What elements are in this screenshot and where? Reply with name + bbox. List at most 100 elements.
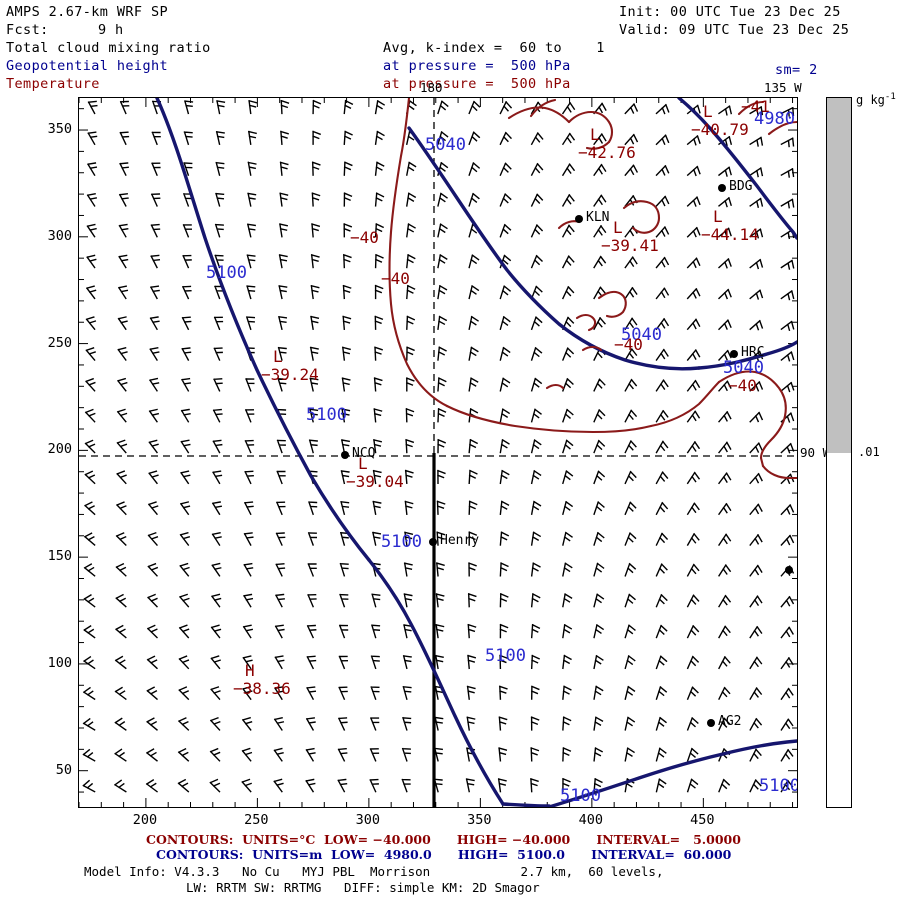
wind-barb: [562, 777, 571, 793]
station-marker-NCQ[interactable]: [341, 451, 349, 459]
wind-barb: [274, 624, 285, 639]
colorbar-units-text: g kg: [856, 93, 885, 107]
wind-barb: [433, 747, 443, 762]
wind-barb: [655, 532, 669, 546]
header-init: Init: 00 UTC Tue 23 Dec 25: [619, 4, 841, 20]
wind-barb: [118, 254, 129, 269]
wind-barb: [655, 747, 667, 762]
wind-barb: [499, 408, 511, 423]
wind-barb: [499, 162, 512, 177]
station-marker-Henry[interactable]: [429, 538, 437, 546]
wind-barb: [245, 316, 256, 331]
station-marker-BDG[interactable]: [718, 184, 726, 192]
wind-barb: [212, 470, 223, 485]
wind-barb: [499, 193, 512, 207]
wind-barb: [178, 624, 190, 639]
station-marker-KLN[interactable]: [575, 215, 583, 223]
wind-barb: [718, 778, 731, 793]
wind-barb: [215, 161, 225, 176]
wind-barb: [402, 655, 412, 670]
wind-barb: [530, 500, 542, 516]
wind-barb: [118, 223, 129, 238]
wind-barb: [780, 748, 794, 762]
wind-barb: [530, 162, 544, 177]
wind-barb: [562, 654, 572, 670]
wind-barb: [593, 654, 604, 670]
wind-barb: [530, 346, 543, 361]
header-valid: Valid: 09 UTC Tue 23 Dec 25: [619, 22, 850, 38]
wind-barb: [749, 167, 764, 178]
wind-barb: [146, 748, 158, 762]
wind-barb: [718, 686, 731, 701]
wind-barb: [593, 255, 607, 269]
wind-barb: [179, 501, 191, 516]
wind-barb: [499, 377, 511, 392]
wind-barb: [148, 408, 160, 423]
wind-barb: [85, 377, 96, 392]
wind-barb: [244, 439, 255, 454]
wind-barb: [178, 655, 190, 670]
wind-barb: [468, 531, 478, 546]
wind-barb: [115, 593, 127, 608]
wind-barb: [274, 686, 285, 701]
wind-barb: [562, 531, 573, 546]
wind-barb: [374, 130, 385, 145]
header-pressure-geo: at pressure = 500 hPa: [383, 58, 571, 74]
wind-barb: [374, 346, 383, 361]
wind-barb: [405, 408, 415, 423]
wind-barb: [718, 472, 732, 485]
colorbar[interactable]: [826, 97, 852, 808]
wind-barb: [780, 381, 795, 393]
colorbar-fill: [827, 98, 851, 453]
wind-barb: [499, 285, 512, 300]
wind-barb: [209, 747, 221, 762]
station-marker-AG2[interactable]: [707, 719, 715, 727]
wind-barb: [211, 562, 222, 577]
wind-barb: [309, 346, 319, 361]
wind-barb: [211, 501, 223, 516]
station-label-HRC: HRC: [741, 345, 765, 360]
wind-barb: [117, 316, 128, 331]
wind-barb: [243, 532, 254, 546]
wind-barb: [686, 257, 701, 269]
wind-barb: [624, 501, 637, 516]
wind-barb: [655, 686, 668, 700]
wind-barb: [405, 192, 417, 207]
wind-barb: [247, 161, 257, 176]
wind-barb: [374, 99, 386, 115]
wind-barb: [311, 161, 321, 176]
wind-barb: [530, 377, 543, 392]
temperature-extremum-marker-3: L: [713, 207, 723, 226]
wind-barb: [437, 377, 447, 392]
wind-barb: [246, 254, 256, 269]
wind-barb: [749, 779, 762, 793]
wind-barb: [593, 531, 605, 546]
temperature-extremum-value-5: −39.24: [261, 365, 319, 384]
wind-barb: [277, 346, 287, 361]
wind-barb: [468, 500, 478, 515]
wind-barb: [213, 316, 224, 331]
wind-barb: [530, 408, 542, 423]
wind-barb: [372, 469, 382, 485]
wind-barb: [749, 748, 762, 762]
wind-barb: [181, 316, 192, 331]
wind-barb: [468, 100, 481, 115]
station-marker-HRC[interactable]: [730, 350, 738, 358]
wind-barb: [338, 686, 348, 701]
wind-barb: [718, 380, 732, 392]
station-marker-unnamed[interactable]: [785, 566, 793, 574]
wind-barb: [499, 438, 510, 454]
chart-plot-area[interactable]: 5100 5100 5100 5100 5100 5100 5040 5040 5040 4980…: [78, 97, 798, 808]
wind-barb: [655, 655, 668, 670]
wind-barb: [530, 531, 542, 546]
wind-barb: [497, 778, 507, 793]
wind-barb: [435, 562, 445, 577]
wind-barb: [499, 131, 512, 146]
wind-barb: [749, 442, 763, 454]
wind-barb: [401, 778, 411, 793]
wind-barb: [593, 378, 606, 392]
wind-barb: [624, 470, 637, 485]
wind-barb: [780, 106, 795, 117]
wind-barb: [406, 315, 416, 330]
wind-barb: [655, 379, 669, 392]
